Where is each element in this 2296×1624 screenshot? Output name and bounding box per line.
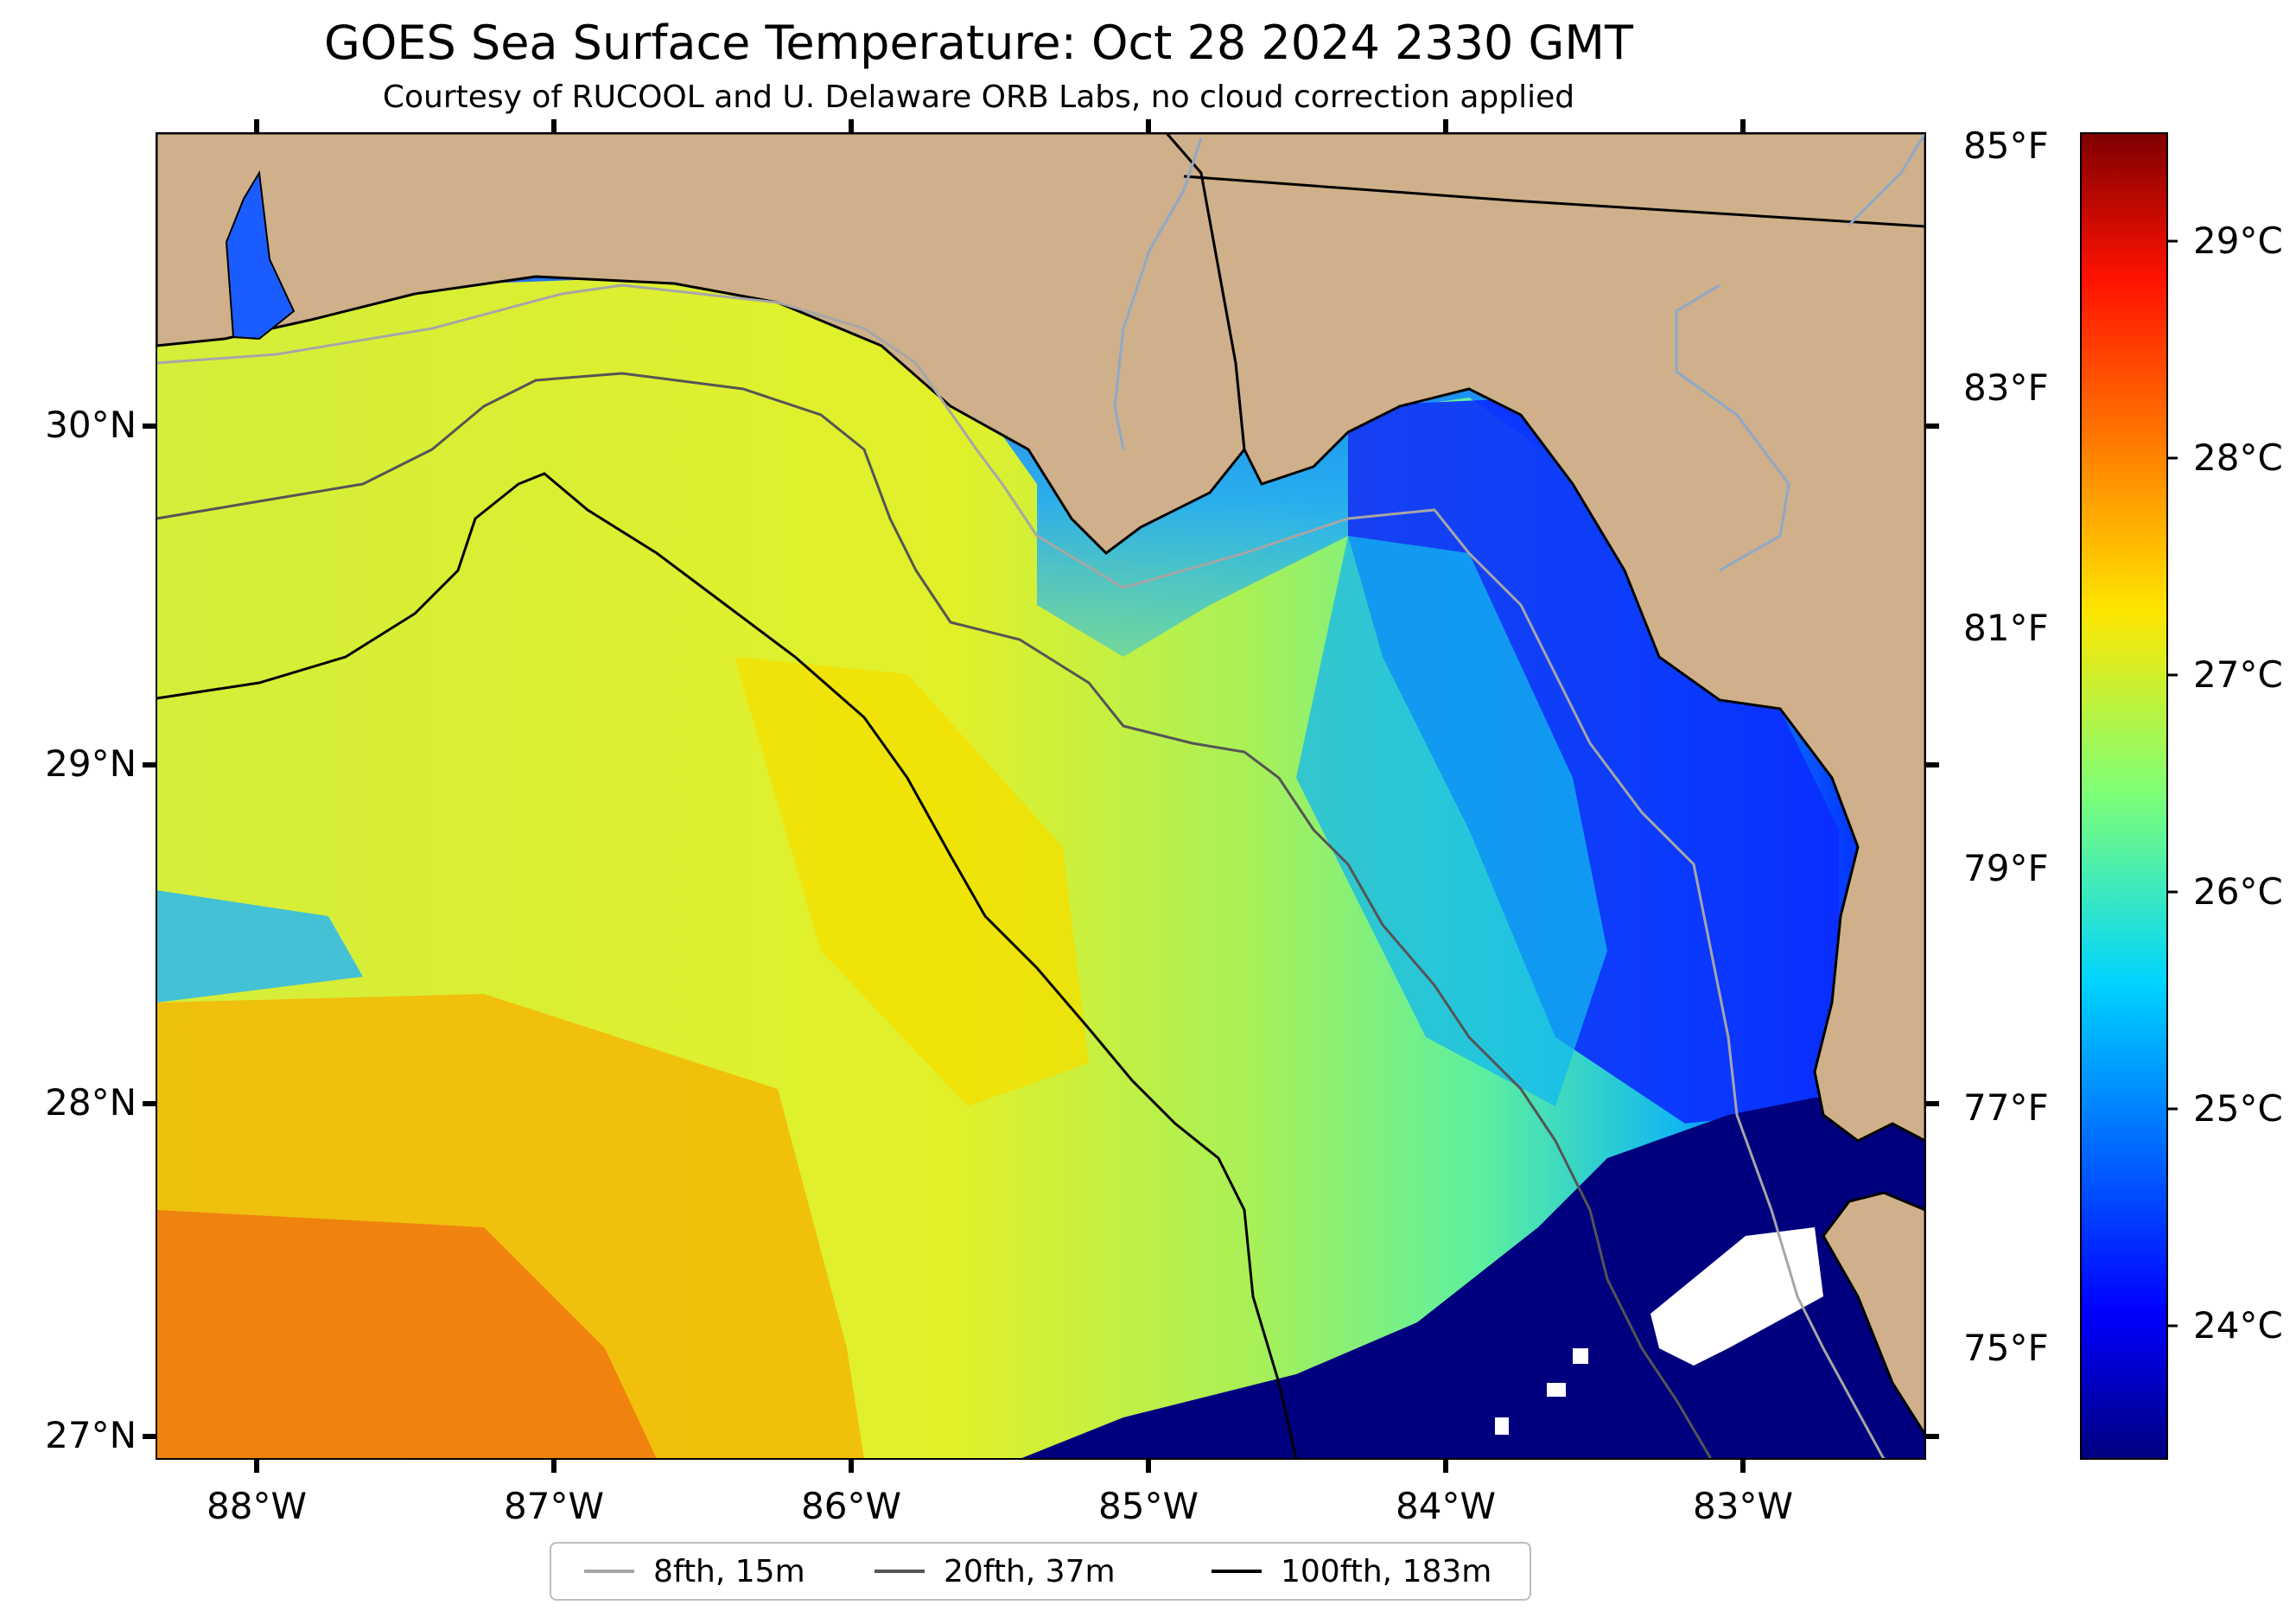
- lon-label-84w: 84°W: [1396, 1485, 1496, 1527]
- legend-swatch-8fth: [584, 1570, 634, 1573]
- legend-item-20fth: 20fth, 37m: [875, 1544, 1116, 1599]
- celsius-label-24: 24°C: [2193, 1304, 2283, 1347]
- lat-ticks: [143, 424, 1939, 1439]
- state-border: [1183, 175, 1925, 228]
- lon-label-85w: 85°W: [1098, 1485, 1199, 1527]
- lat-label-28n: 28°N: [45, 1081, 137, 1124]
- fahrenheit-label-85: 85°F: [1963, 124, 2049, 167]
- lon-label-86w: 86°W: [801, 1485, 901, 1527]
- celsius-label-25: 25°C: [2193, 1087, 2283, 1130]
- lon-ticks: [254, 119, 1746, 1473]
- fahrenheit-label-81: 81°F: [1963, 607, 2049, 649]
- river: [1113, 137, 1203, 450]
- celsius-label-28: 28°C: [2193, 436, 2283, 479]
- legend-item-100fth: 100fth, 183m: [1212, 1544, 1491, 1599]
- contour-legend: 8fth, 15m 20fth, 37m 100fth, 183m: [550, 1542, 1531, 1601]
- legend-swatch-100fth: [1212, 1570, 1262, 1573]
- legend-swatch-20fth: [875, 1570, 925, 1573]
- celsius-label-27: 27°C: [2193, 653, 2283, 696]
- contour-8fth: [156, 283, 1886, 1459]
- lon-label-88w: 88°W: [207, 1485, 307, 1527]
- map-subtitle: Courtesy of RUCOOL and U. Delaware ORB L…: [382, 80, 1575, 115]
- legend-label-8fth: 8fth, 15m: [653, 1553, 805, 1589]
- lat-label-29n: 29°N: [45, 742, 137, 785]
- celsius-label-26: 26°C: [2193, 870, 2283, 913]
- colorbar: [2080, 132, 2168, 1460]
- map-frame: [156, 132, 1926, 1460]
- lon-label-83w: 83°W: [1693, 1485, 1793, 1527]
- fahrenheit-label-83: 83°F: [1963, 366, 2049, 409]
- map-title: GOES Sea Surface Temperature: Oct 28 202…: [324, 16, 1633, 70]
- legend-label-100fth: 100fth, 183m: [1281, 1553, 1492, 1589]
- lon-label-87w: 87°W: [504, 1485, 604, 1527]
- lat-label-30n: 30°N: [45, 404, 137, 446]
- celsius-label-29: 29°C: [2193, 220, 2283, 262]
- lat-label-27n: 27°N: [45, 1414, 137, 1456]
- fahrenheit-label-79: 79°F: [1963, 847, 2049, 889]
- contour-100fth: [156, 472, 1298, 1459]
- legend-label-20fth: 20fth, 37m: [944, 1553, 1116, 1589]
- contour-20fth: [156, 372, 1713, 1459]
- cold-water-region: [1020, 1098, 1925, 1459]
- legend-item-8fth: 8fth, 15m: [584, 1544, 805, 1599]
- land-florida: [1165, 133, 1925, 1143]
- colorbar-ticks: [2167, 239, 2178, 1328]
- fahrenheit-label-75: 75°F: [1963, 1327, 2049, 1369]
- no-data-patch: [1650, 1227, 1823, 1366]
- fahrenheit-label-77: 77°F: [1963, 1086, 2049, 1129]
